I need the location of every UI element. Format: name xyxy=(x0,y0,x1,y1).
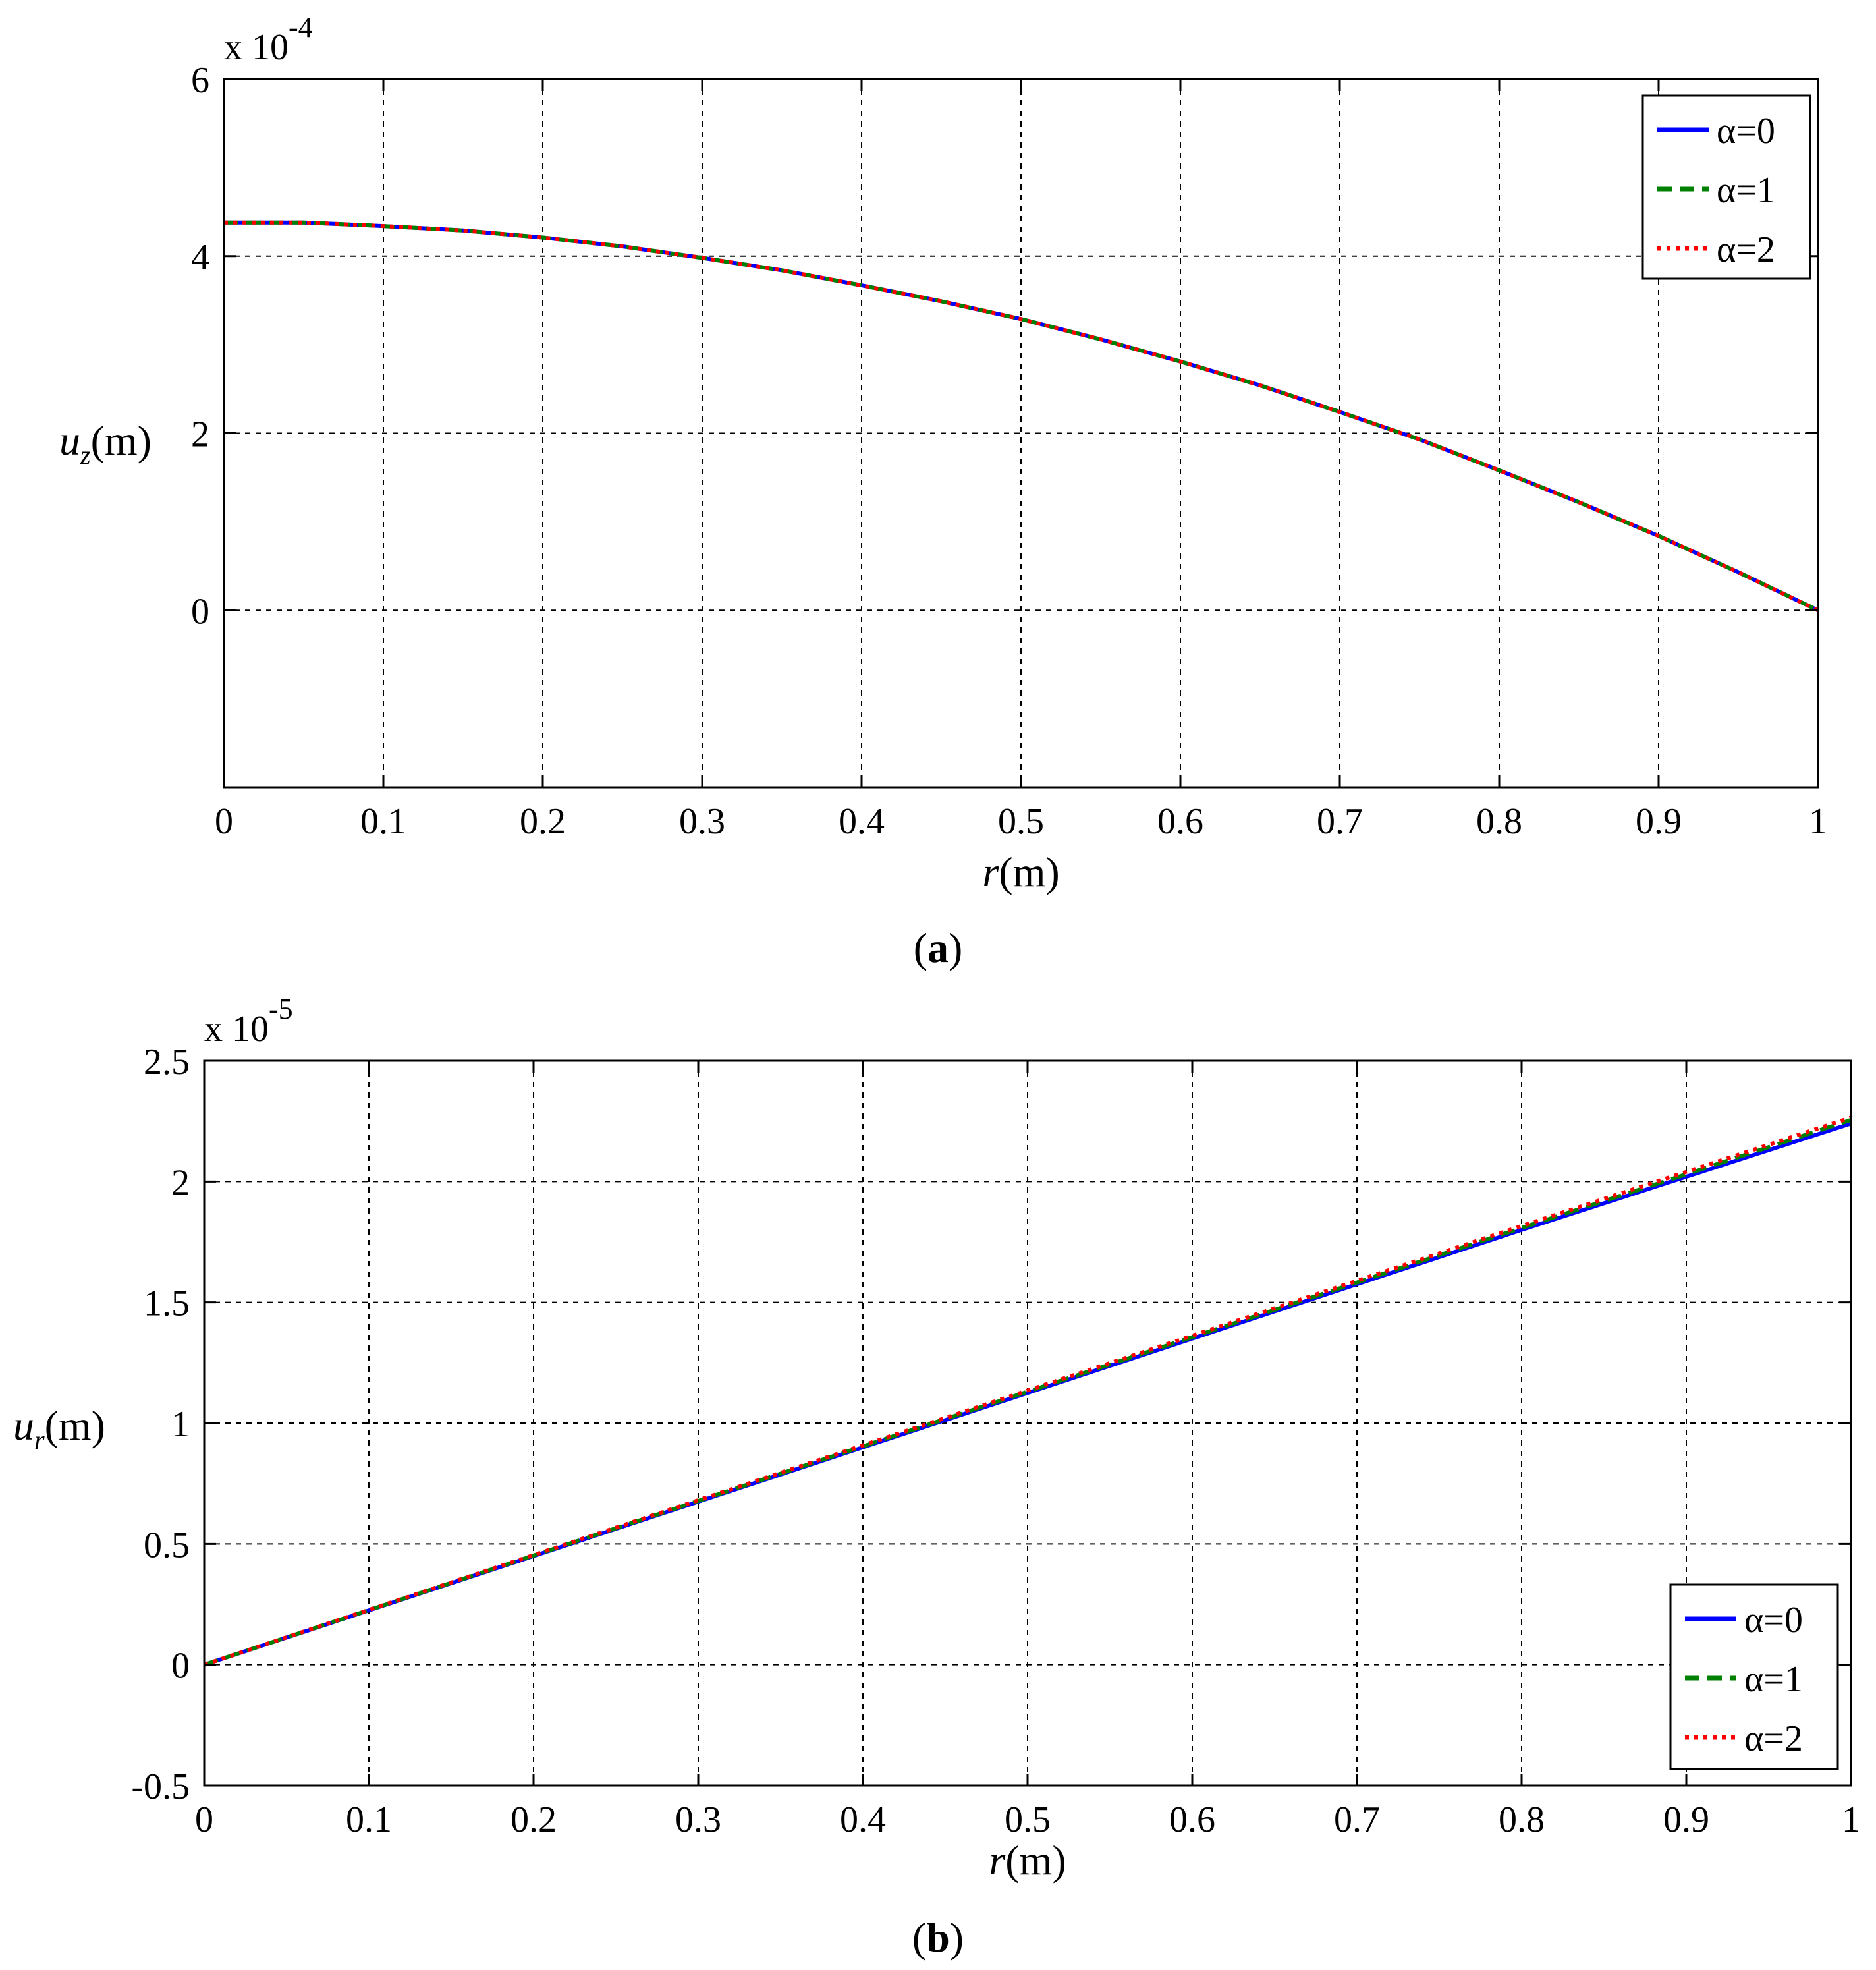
x-tick-label-4: 0.4 xyxy=(839,801,885,842)
series-line-2 xyxy=(204,1115,1852,1667)
y-multiplier-exponent: -5 xyxy=(269,993,293,1025)
x-axis-label: r(m) xyxy=(989,1837,1066,1884)
y-tick-label-0: -0.5 xyxy=(131,1766,190,1807)
x-tick-label-6: 0.6 xyxy=(1169,1799,1215,1840)
x-tick-label-4: 0.4 xyxy=(840,1799,886,1840)
series-line-1 xyxy=(204,1117,1852,1667)
panel-a: 0 0.1 0.2 0.3 0.4 0.5 0.6 0.7 0.8 0.9 1 0 2 4 6 x 10-4 r… xyxy=(59,11,1827,971)
x-tick-label-3: 0.3 xyxy=(675,1799,721,1840)
x-tick-label-2: 0.2 xyxy=(510,1799,557,1840)
panel-label-letter: a xyxy=(927,924,949,971)
x-axis-symbol: r xyxy=(989,1837,1006,1884)
legend-entry-2: α=2 xyxy=(1744,1718,1803,1759)
y-axis-unit: (m) xyxy=(45,1402,105,1449)
y-axis-label: ur(m) xyxy=(13,1402,105,1455)
panel-b: 0 0.1 0.2 0.3 0.4 0.5 0.6 0.7 0.8 0.9 1-0.500.511.… xyxy=(13,993,1860,1961)
legend-entry-1: α=1 xyxy=(1717,170,1775,211)
legend-entry-1: α=1 xyxy=(1744,1659,1803,1700)
y-tick-label-1: 0 xyxy=(171,1646,190,1687)
x-tick-label-9: 0.9 xyxy=(1636,801,1682,842)
x-tick-label-8: 0.8 xyxy=(1476,801,1522,842)
x-tick-label-9: 0.9 xyxy=(1663,1799,1709,1840)
y-tick-label-5: 2 xyxy=(171,1162,190,1203)
y-tick-label-3: 1 xyxy=(171,1404,190,1445)
x-tick-label-3: 0.3 xyxy=(679,801,725,842)
x-tick-label-10: 1 xyxy=(1842,1799,1860,1840)
y-multiplier: x 10-5 xyxy=(204,993,293,1050)
y-tick-label-4: 1.5 xyxy=(144,1283,190,1324)
x-axis-unit: (m) xyxy=(999,849,1059,895)
x-tick-label-0: 0 xyxy=(215,801,233,842)
y-multiplier: x 10-4 xyxy=(224,11,313,68)
x-tick-label-6: 0.6 xyxy=(1157,801,1203,842)
x-tick-label-10: 1 xyxy=(1809,801,1827,842)
y-axis-subscript: r xyxy=(34,1425,45,1455)
x-tick-label-5: 0.5 xyxy=(1005,1799,1051,1840)
y-tick-label-2: 4 xyxy=(191,237,209,278)
series-line-2 xyxy=(224,220,1819,613)
legend-entry-0: α=0 xyxy=(1717,111,1775,152)
y-multiplier-exponent: -4 xyxy=(289,11,313,43)
panel-label-open: ( xyxy=(912,1914,926,1961)
y-axis-subscript: z xyxy=(80,440,91,470)
y-tick-label-6: 2.5 xyxy=(144,1042,190,1083)
x-axis-symbol: r xyxy=(982,849,999,895)
panel-label-letter: b xyxy=(926,1914,950,1961)
y-axis-symbol: u xyxy=(59,417,80,464)
y-axis-unit: (m) xyxy=(91,417,152,464)
y-tick-label-3: 6 xyxy=(191,60,209,101)
x-tick-label-8: 0.8 xyxy=(1499,1799,1545,1840)
y-tick-label-1: 2 xyxy=(191,414,209,455)
x-axis-unit: (m) xyxy=(1005,1837,1066,1884)
y-axis-label: uz(m) xyxy=(59,417,152,470)
y-tick-label-2: 0.5 xyxy=(144,1525,190,1565)
legend-entry-0: α=0 xyxy=(1744,1600,1803,1641)
panel-label-close: ) xyxy=(949,924,962,971)
y-tick-label-0: 0 xyxy=(191,591,209,632)
x-axis-label: r(m) xyxy=(982,849,1059,895)
x-tick-label-1: 0.1 xyxy=(346,1799,392,1840)
y-axis-symbol: u xyxy=(13,1402,34,1449)
x-tick-label-1: 0.1 xyxy=(360,801,406,842)
panel-label-close: ) xyxy=(950,1914,964,1961)
x-tick-label-7: 0.7 xyxy=(1317,801,1363,842)
x-tick-label-0: 0 xyxy=(195,1799,213,1840)
legend-entry-2: α=2 xyxy=(1717,229,1775,270)
x-tick-label-2: 0.2 xyxy=(520,801,566,842)
panel-label: (b) xyxy=(912,1914,964,1961)
x-tick-label-7: 0.7 xyxy=(1334,1799,1380,1840)
panel-label: (a) xyxy=(914,924,963,971)
panel-label-open: ( xyxy=(914,924,927,971)
x-tick-label-5: 0.5 xyxy=(998,801,1044,842)
